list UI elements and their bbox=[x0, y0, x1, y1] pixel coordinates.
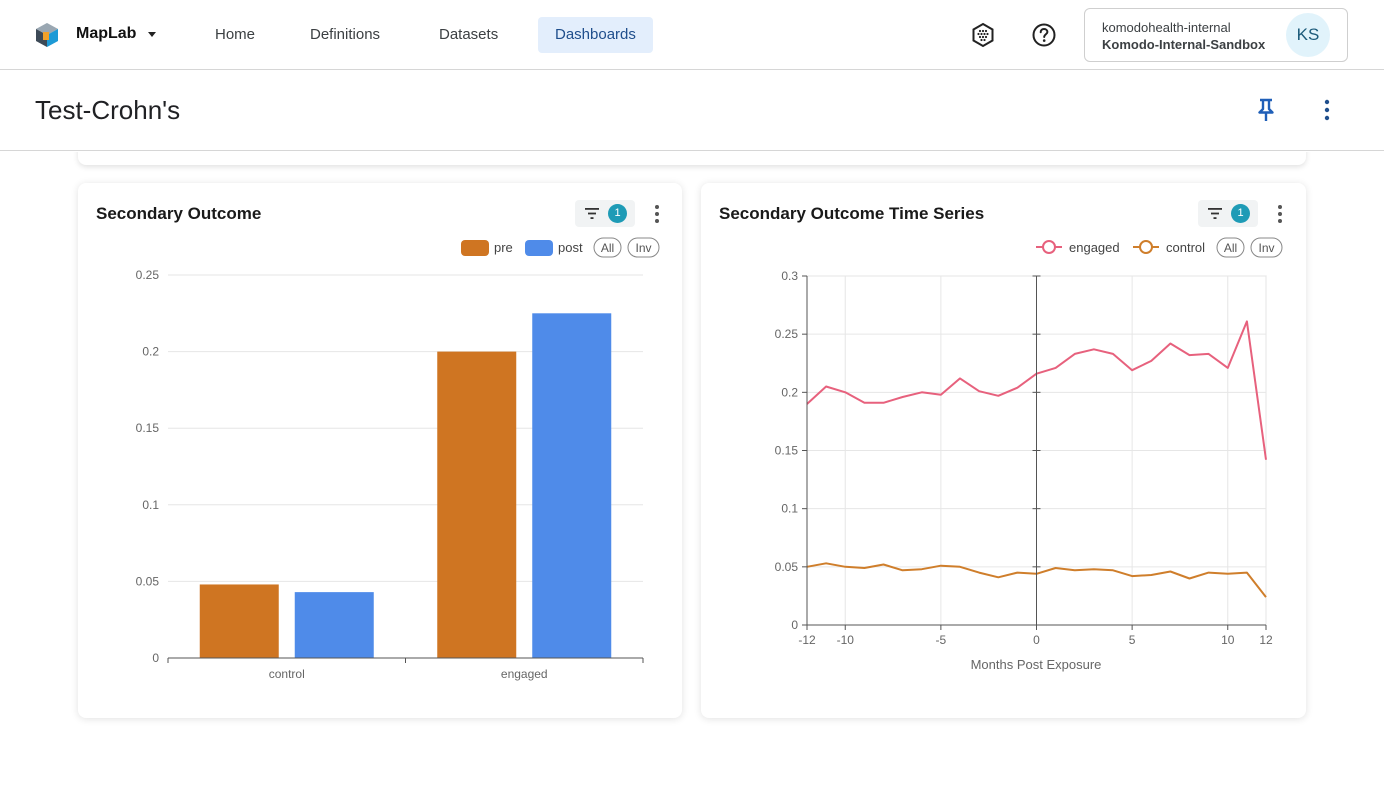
legend-label-pre[interactable]: pre bbox=[494, 240, 513, 255]
card-secondary-outcome: Secondary Outcome 1 pre post All Inv bbox=[78, 183, 682, 718]
avatar[interactable]: KS bbox=[1286, 13, 1330, 57]
legend-all-label[interactable]: All bbox=[1224, 241, 1237, 255]
page-title: Test-Crohn's bbox=[35, 95, 181, 125]
filter-button[interactable]: 1 bbox=[1198, 200, 1258, 227]
axis: 0 0.05 0.1 0.15 0.2 0.25 control engaged bbox=[136, 268, 644, 681]
card bbox=[78, 152, 1306, 165]
filter-count-badge: 1 bbox=[608, 204, 627, 223]
legend-marker-control[interactable] bbox=[1139, 240, 1153, 254]
x-tick-label: -5 bbox=[936, 633, 947, 647]
line-chart: engaged control All Inv 00.050.10.150.20… bbox=[775, 237, 1283, 672]
account-org: komodohealth-internal bbox=[1102, 20, 1231, 35]
y-tick-label: 0.05 bbox=[775, 560, 799, 574]
y-tick-label: 0 bbox=[152, 651, 159, 665]
nav-datasets[interactable]: Datasets bbox=[439, 26, 499, 43]
legend-inv-label[interactable]: Inv bbox=[635, 241, 651, 255]
x-tick-label: -10 bbox=[837, 633, 855, 647]
legend-inv-button[interactable] bbox=[627, 237, 660, 258]
dashboard-header: Test-Crohn's bbox=[0, 71, 1384, 151]
app-switcher[interactable]: MapLab bbox=[76, 25, 157, 43]
legend-inv-label[interactable]: Inv bbox=[1258, 241, 1274, 255]
x-axis-label: Months Post Exposure bbox=[971, 657, 1102, 672]
y-tick-label: 0.15 bbox=[775, 444, 799, 458]
x-tick-label: engaged bbox=[501, 667, 548, 681]
legend-swatch-pre[interactable] bbox=[461, 240, 489, 256]
nav-definitions[interactable]: Definitions bbox=[310, 26, 381, 43]
x-tick-label: -12 bbox=[798, 633, 816, 647]
filter-icon bbox=[1208, 208, 1222, 219]
y-tick-label: 0.15 bbox=[136, 421, 160, 435]
more-vertical-icon[interactable] bbox=[1273, 202, 1287, 226]
card-title: Secondary Outcome Time Series bbox=[719, 204, 985, 223]
bar-chart: pre post All Inv 0 0.05 0.1 0.15 0.2 0.25 cont… bbox=[136, 237, 660, 681]
legend-label-post[interactable]: post bbox=[558, 240, 583, 255]
nav-home[interactable]: Home bbox=[215, 26, 256, 43]
filter-icon bbox=[585, 208, 599, 219]
legend-label-control[interactable]: control bbox=[1166, 240, 1205, 255]
y-tick-label: 0.3 bbox=[781, 269, 798, 283]
y-tick-label: 0 bbox=[791, 618, 798, 632]
legend-all-label[interactable]: All bbox=[601, 241, 614, 255]
legend-all-button[interactable] bbox=[1216, 237, 1245, 258]
y-tick-label: 0.05 bbox=[136, 574, 160, 588]
y-tick-label: 0.1 bbox=[781, 502, 798, 516]
bar-pre-control[interactable] bbox=[199, 584, 279, 658]
pin-icon[interactable] bbox=[1255, 97, 1277, 123]
more-vertical-icon[interactable] bbox=[650, 202, 664, 226]
y-tick-label: 0.2 bbox=[781, 385, 798, 399]
legend-all-button[interactable] bbox=[593, 237, 622, 258]
y-tick-label: 0.2 bbox=[142, 345, 159, 359]
bar-pre-engaged[interactable] bbox=[437, 351, 517, 658]
x-tick-label: 10 bbox=[1221, 633, 1235, 647]
dashboard-content: Secondary Outcome 1 pre post All Inv bbox=[0, 152, 1384, 788]
filter-count-badge: 1 bbox=[1231, 204, 1250, 223]
top-navbar: MapLab Home Definitions Datasets Dashboa… bbox=[0, 0, 1384, 70]
hexagon-grid-icon[interactable] bbox=[970, 22, 996, 48]
x-tick-label: 12 bbox=[1259, 633, 1273, 647]
x-tick-label: control bbox=[269, 667, 305, 681]
logo-icon[interactable] bbox=[33, 21, 61, 49]
legend-marker-engaged[interactable] bbox=[1042, 240, 1056, 254]
legend: engaged control All Inv bbox=[1036, 237, 1283, 258]
card-secondary-outcome-time-series: Secondary Outcome Time Series 1 engaged … bbox=[701, 183, 1306, 718]
legend: pre post All Inv bbox=[461, 237, 660, 258]
x-tick-label: 5 bbox=[1129, 633, 1136, 647]
bar-post-control[interactable] bbox=[294, 592, 374, 658]
legend-label-engaged[interactable]: engaged bbox=[1069, 240, 1120, 255]
more-vertical-icon[interactable] bbox=[1316, 97, 1338, 123]
y-tick-label: 0.25 bbox=[775, 327, 799, 341]
app-name: MapLab bbox=[76, 25, 137, 42]
axis: 0 0.05 0.1 0.15 0.2 0.25 0.3 -12 -10 -5 0 5 10 12 bbox=[775, 269, 1273, 647]
x-tick-label: 0 bbox=[1033, 633, 1040, 647]
nav-dashboards[interactable]: Dashboards bbox=[538, 17, 653, 53]
legend-swatch-post[interactable] bbox=[525, 240, 553, 256]
caret-down-icon bbox=[148, 31, 157, 37]
y-tick-label: 0.25 bbox=[136, 268, 160, 282]
account-environment: Komodo-Internal-Sandbox bbox=[1102, 37, 1266, 52]
help-circle-icon[interactable] bbox=[1031, 22, 1057, 48]
bar-post-engaged[interactable] bbox=[532, 313, 612, 658]
bars bbox=[199, 313, 612, 658]
filter-button[interactable]: 1 bbox=[575, 200, 635, 227]
legend-inv-button[interactable] bbox=[1250, 237, 1283, 258]
y-tick-label: 0.1 bbox=[142, 498, 159, 512]
card-title: Secondary Outcome bbox=[96, 204, 262, 223]
account-switcher[interactable]: komodohealth-internal Komodo-Internal-Sa… bbox=[1084, 8, 1348, 62]
